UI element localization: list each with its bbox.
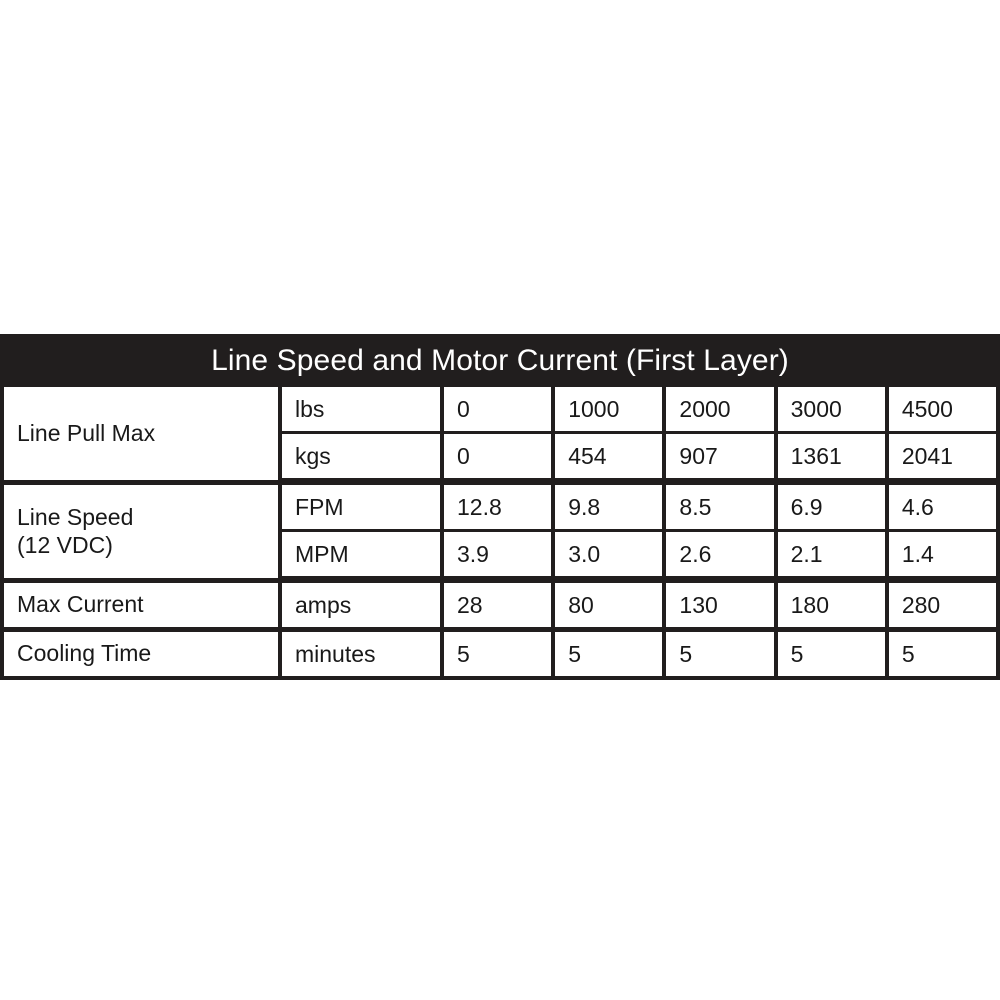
value-cell: 3000 <box>777 387 885 431</box>
table-group-1: Line Speed (12 VDC) FPM 12.8 9.8 8.5 6.9… <box>4 485 997 578</box>
unit-cell: lbs <box>282 387 440 431</box>
value-cell: 28 <box>444 583 552 627</box>
value-cell: 8.5 <box>666 485 774 529</box>
unit-cell: kgs <box>282 434 440 478</box>
unit-cell: MPM <box>282 532 440 576</box>
row-label-line-0: Max Current <box>17 591 144 618</box>
table-row: lbs 0 1000 2000 3000 4500 <box>282 387 997 431</box>
value-cell: 3.9 <box>444 532 552 576</box>
unit-cell: FPM <box>282 485 440 529</box>
row-label-line-0: Line Speed <box>17 504 134 531</box>
table-row: amps 28 80 130 180 280 <box>282 583 997 627</box>
group-rows-2: amps 28 80 130 180 280 <box>282 583 997 627</box>
value-cell: 9.8 <box>555 485 663 529</box>
group-rows-0: lbs 0 1000 2000 3000 4500 kgs 0 454 907 … <box>282 387 997 480</box>
value-cell: 4500 <box>888 387 997 431</box>
row-label-line-0: Line Pull Max <box>17 419 156 446</box>
value-cell: 0 <box>444 387 552 431</box>
table-group-0: Line Pull Max lbs 0 1000 2000 3000 4500 … <box>4 387 997 480</box>
value-cell: 4.6 <box>888 485 997 529</box>
value-cell: 2041 <box>888 434 997 478</box>
row-label-line-pull-max: Line Pull Max <box>4 387 278 480</box>
table-title: Line Speed and Motor Current (First Laye… <box>211 344 789 377</box>
table-row: kgs 0 454 907 1361 2041 <box>282 434 997 478</box>
row-label-line-0: Cooling Time <box>17 640 152 667</box>
row-label-line-speed: Line Speed (12 VDC) <box>4 485 278 578</box>
group-divider <box>4 480 996 485</box>
group-rows-1: FPM 12.8 9.8 8.5 6.9 4.6 MPM 3.9 3.0 2.6… <box>282 485 997 578</box>
value-cell: 5 <box>888 632 997 676</box>
group-divider <box>4 627 996 632</box>
value-cell: 2.6 <box>666 532 774 576</box>
value-cell: 2.1 <box>777 532 885 576</box>
value-cell: 6.9 <box>777 485 885 529</box>
value-cell: 5 <box>555 632 663 676</box>
table-group-2: Max Current amps 28 80 130 180 280 <box>4 583 997 627</box>
table-row: MPM 3.9 3.0 2.6 2.1 1.4 <box>282 532 997 576</box>
value-cell: 5 <box>444 632 552 676</box>
table-row: minutes 5 5 5 5 5 <box>282 632 997 676</box>
value-cell: 280 <box>888 583 997 627</box>
row-divider <box>282 431 996 434</box>
value-cell: 2000 <box>666 387 774 431</box>
unit-cell: amps <box>282 583 440 627</box>
row-divider <box>282 529 996 532</box>
row-label-line-1: (12 VDC) <box>17 531 113 558</box>
value-cell: 1361 <box>777 434 885 478</box>
value-cell: 907 <box>666 434 774 478</box>
spec-table: Line Speed and Motor Current (First Laye… <box>0 334 1000 680</box>
unit-cell: minutes <box>282 632 440 676</box>
value-cell: 1000 <box>555 387 663 431</box>
row-label-cooling-time: Cooling Time <box>4 632 278 676</box>
group-rows-3: minutes 5 5 5 5 5 <box>282 632 997 676</box>
value-cell: 0 <box>444 434 552 478</box>
value-cell: 3.0 <box>555 532 663 576</box>
value-cell: 12.8 <box>444 485 552 529</box>
value-cell: 5 <box>666 632 774 676</box>
value-cell: 80 <box>555 583 663 627</box>
value-cell: 1.4 <box>888 532 997 576</box>
value-cell: 5 <box>777 632 885 676</box>
table-row: FPM 12.8 9.8 8.5 6.9 4.6 <box>282 485 997 529</box>
table-grid: Line Pull Max lbs 0 1000 2000 3000 4500 … <box>0 387 1000 680</box>
value-cell: 130 <box>666 583 774 627</box>
row-label-max-current: Max Current <box>4 583 278 627</box>
group-divider <box>4 578 996 583</box>
value-cell: 454 <box>555 434 663 478</box>
table-group-3: Cooling Time minutes 5 5 5 5 5 <box>4 632 997 676</box>
value-cell: 180 <box>777 583 885 627</box>
